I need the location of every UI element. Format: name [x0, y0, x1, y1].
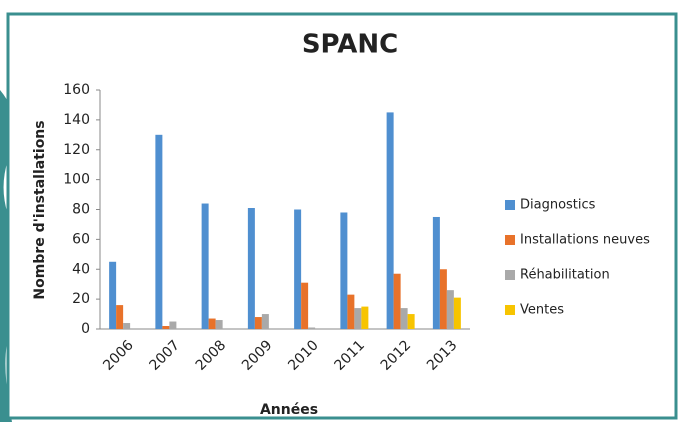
- y-tick-label: 40: [72, 261, 90, 277]
- bar: [400, 308, 408, 329]
- bar: [347, 294, 355, 329]
- y-tick-label: 80: [72, 202, 90, 218]
- bar: [123, 323, 131, 329]
- legend-label: Installations neuves: [520, 233, 650, 248]
- y-tick-label: 120: [63, 142, 90, 158]
- chart-title: SPANC: [302, 30, 398, 60]
- bar: [386, 112, 394, 329]
- bar: [215, 320, 223, 329]
- bar: [354, 308, 362, 329]
- bar: [261, 314, 269, 329]
- bar: [109, 261, 117, 329]
- bar: [340, 212, 348, 329]
- y-axis-title: Nombre d'installations: [32, 120, 48, 299]
- legend-label: Ventes: [520, 303, 564, 318]
- legend-swatch: [505, 235, 515, 245]
- bar: [407, 314, 415, 329]
- bar: [301, 282, 309, 329]
- bar: [247, 208, 255, 329]
- legend: Diagnostics Installations neuves Réhabilit…: [505, 198, 650, 318]
- bar: [439, 269, 447, 329]
- y-tick-label: 100: [63, 172, 90, 188]
- legend-label: Réhabilitation: [520, 268, 610, 283]
- bar: [208, 318, 216, 329]
- y-tick-label: 60: [72, 231, 90, 247]
- x-axis-title: Années: [260, 402, 318, 418]
- y-tick-label: 0: [81, 321, 90, 337]
- bar: [453, 297, 461, 329]
- bar: [432, 216, 440, 329]
- bar: [162, 326, 170, 329]
- bar: [393, 273, 401, 329]
- bar: [361, 306, 369, 329]
- y-tick-label: 160: [63, 82, 90, 98]
- bar: [201, 203, 209, 329]
- y-tick-label: 20: [72, 291, 90, 307]
- legend-label: Diagnostics: [520, 198, 596, 213]
- bar: [116, 305, 124, 329]
- bar: [155, 134, 163, 329]
- bar: [294, 209, 302, 329]
- bar: [169, 321, 177, 329]
- y-tick-label: 140: [63, 112, 90, 128]
- legend-swatch: [505, 270, 515, 280]
- bar: [308, 327, 316, 329]
- legend-swatch: [505, 305, 515, 315]
- legend-swatch: [505, 200, 515, 210]
- bar: [446, 290, 454, 329]
- bar: [254, 317, 262, 329]
